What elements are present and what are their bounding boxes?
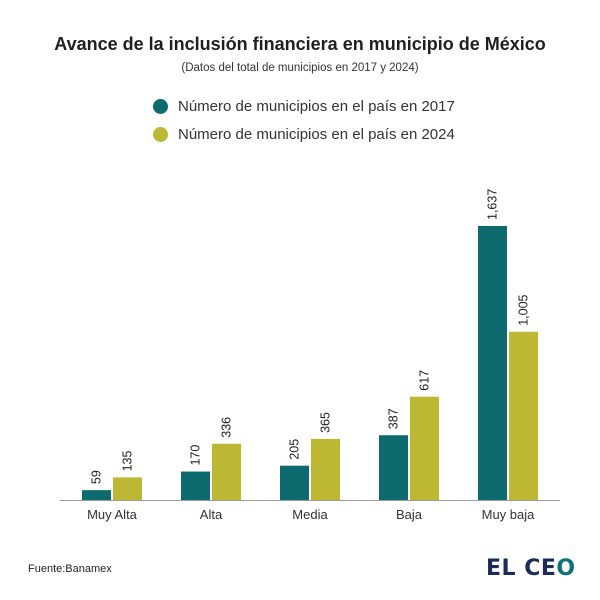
bar-2024-muy-alta [113,477,142,500]
data-label: 1,637 [486,189,500,220]
data-label: 135 [121,450,135,471]
category-label: Muy Alta [87,507,138,522]
legend-swatch-2017 [153,98,168,114]
legend: Número de municipios en el país en 2017 … [153,92,455,148]
el-ceo-logo: EL CEO [486,556,576,581]
bar-2024-alta [212,443,241,500]
category-label: Muy baja [482,507,536,522]
legend-item-2017: Número de municipios en el país en 2017 [153,92,455,120]
bar-2017-muy-alta [82,490,111,500]
logo-text: EL CEO [486,556,576,581]
legend-swatch-2024 [153,126,168,142]
bar-2017-muy-baja [478,226,507,500]
bar-2024-muy-baja [509,331,538,500]
logo-text-main: EL CE [486,556,557,581]
category-label: Media [292,507,328,522]
bar-2024-baja [410,396,439,500]
bar-2017-alta [181,471,210,500]
data-label: 1,005 [517,294,531,325]
data-label: 617 [418,370,432,391]
data-label: 205 [288,439,302,460]
data-label: 59 [90,470,104,484]
legend-label-2017: Número de municipios en el país en 2017 [178,97,455,115]
bar-2017-baja [379,435,408,500]
chart-subtitle: (Datos del total de municipios en 2017 y… [181,62,419,74]
chart-title: Avance de la inclusión financiera en mun… [54,34,546,54]
data-label: 336 [220,417,234,438]
legend-label-2024: Número de municipios en el país en 2024 [178,125,455,143]
source-note: Fuente:Banamex [28,563,112,575]
data-label: 170 [189,445,203,466]
bar-2024-media [311,438,340,500]
bar-2017-media [280,465,309,500]
legend-item-2024: Número de municipios en el país en 2024 [153,120,455,148]
category-label: Alta [200,507,223,522]
data-label: 387 [387,408,401,429]
data-label: 365 [319,412,333,433]
logo-text-accent: O [556,556,576,581]
category-label: Baja [396,507,423,522]
